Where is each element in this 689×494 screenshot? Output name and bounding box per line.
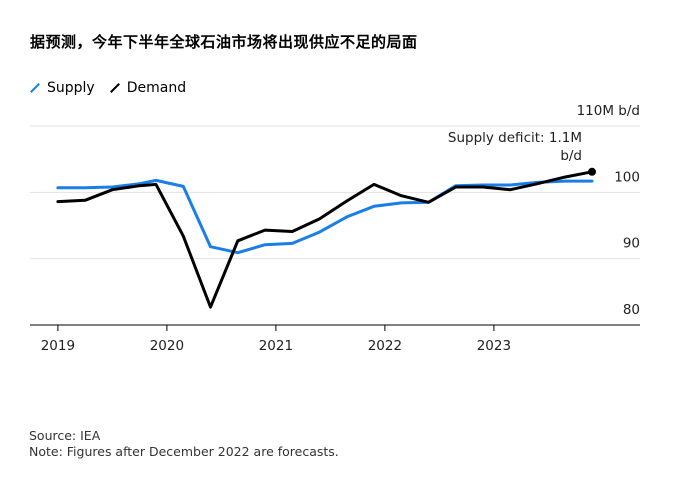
series-line-supply bbox=[56, 178, 594, 255]
legend-item-supply: Supply bbox=[29, 80, 95, 96]
line-chart: 110M b/d 100 90 80 2019 2020 2021 2022 2023 Suppl… bbox=[30, 103, 640, 354]
legend: Supply Demand bbox=[29, 80, 186, 96]
series-line-demand bbox=[56, 170, 594, 309]
annotation-text-line1: Supply deficit: 1.1M bbox=[448, 130, 582, 146]
x-tick-label-2019: 2019 bbox=[41, 338, 75, 354]
footnotes: Source: IEA Note: Figures after December… bbox=[29, 428, 339, 460]
chart-title: 据预测，今年下半年全球石油市场将出现供应不足的局面 bbox=[30, 33, 418, 51]
x-tick-label-2023: 2023 bbox=[477, 338, 511, 354]
x-tick-label-2020: 2020 bbox=[150, 338, 184, 354]
legend-item-demand: Demand bbox=[109, 80, 186, 96]
y-tick-label-100: 100 bbox=[614, 169, 640, 185]
y-tick-label-80: 80 bbox=[623, 302, 640, 318]
legend-label-supply: Supply bbox=[47, 80, 95, 96]
source-note: Source: IEA bbox=[29, 428, 101, 443]
annotation-marker bbox=[588, 167, 596, 176]
legend-label-demand: Demand bbox=[126, 80, 187, 96]
annotation-text-line2: b/d bbox=[560, 148, 582, 164]
y-tick-label-110: 110M b/d bbox=[577, 103, 640, 119]
x-tick-label-2022: 2022 bbox=[368, 338, 402, 354]
x-tick-label-2021: 2021 bbox=[259, 338, 293, 354]
forecast-note: Note: Figures after December 2022 are fo… bbox=[29, 444, 339, 459]
y-tick-label-90: 90 bbox=[623, 236, 640, 252]
